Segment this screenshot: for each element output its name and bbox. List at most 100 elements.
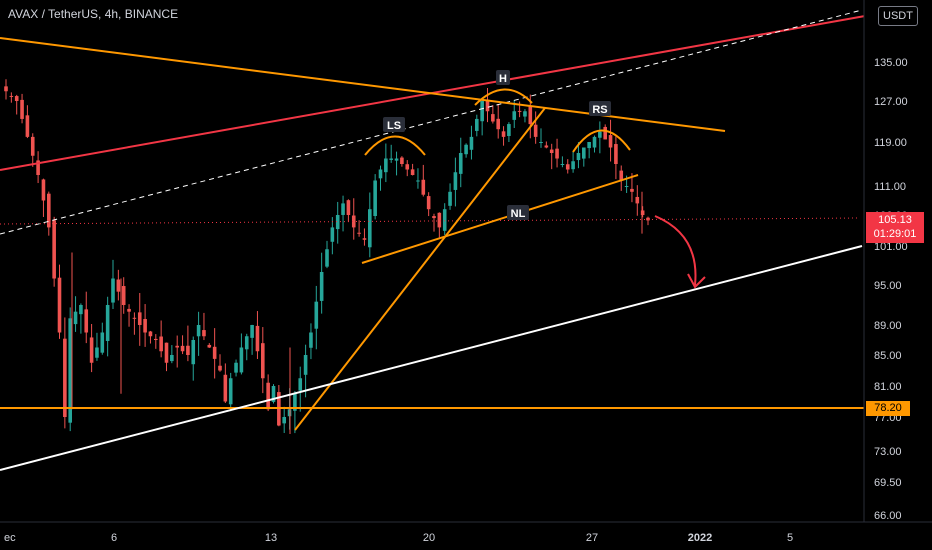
candle-body [30,136,35,156]
candle-body [223,374,228,402]
head-arc [474,88,533,106]
candle-body [389,158,393,160]
candle-body [9,95,14,97]
last-price-tag: 105.13 01:29:01 [866,212,924,243]
time-tick-label: 20 [423,532,435,544]
orange-resistance-line [0,37,726,132]
candle-body [100,332,105,353]
pattern-label-bg [589,101,611,116]
pattern-label-rs: RS [592,104,607,116]
candle-body [148,331,153,337]
candle-body [619,170,624,181]
candle-body [282,417,286,424]
candle-body [159,336,163,352]
candle-body [14,96,19,101]
white-support-line [0,245,863,471]
candle-body [640,210,645,215]
candle-body [207,344,212,348]
level-tag: 78.20 [866,401,910,416]
candle-body [480,101,484,122]
forecast-arrowhead [687,273,706,289]
price-axis-background [864,0,932,550]
candle-body [154,338,158,340]
candle-body [410,169,415,175]
candle-body [544,145,549,148]
candle-body [635,196,640,204]
candle-body [41,179,46,201]
candle-body [351,215,356,228]
candle-body [84,309,89,333]
candle-body [325,249,329,267]
candle-body [378,169,383,179]
time-tick-label: 6 [111,532,117,544]
candle-body [475,118,479,131]
candle-body [121,286,126,305]
candle-body [244,336,249,350]
price-tick-label: 73.00 [874,446,902,458]
pattern-label-h: H [499,73,507,85]
orange-support-trendline [294,107,546,431]
price-tick-label: 95.00 [874,280,902,292]
candle-body [512,111,517,120]
candle-body [528,105,533,125]
pattern-label-nl: NL [511,208,526,220]
chart-title: AVAX / TetherUS, 4h, BINANCE [8,7,179,21]
candle-body [47,193,51,228]
candle-body [330,227,335,242]
candle-body [555,148,559,159]
candle-body [261,343,265,379]
candle-body [319,272,324,301]
candle-body [608,135,613,148]
time-tick-label: 5 [787,532,793,544]
candle-body [416,180,420,182]
candle-body [132,317,137,319]
time-tick-label: 27 [586,532,598,544]
currency-button[interactable]: USDT [878,6,918,26]
candle-body [250,325,254,338]
candle-body [186,345,190,355]
price-tick-label: 127.00 [874,96,908,108]
candle-body [164,342,169,363]
candle-body [587,142,591,149]
candle-body [437,212,442,228]
candle-body [400,157,404,164]
drawings-layer: LS H RS NL [0,9,866,471]
candle-body [539,142,543,143]
candle-body [426,196,431,210]
candle-body [368,209,372,248]
candle-body [20,99,24,119]
candle-body [127,308,131,312]
candle-body [202,330,206,337]
candle-body [63,338,67,417]
candle-body [175,345,179,348]
candle-body [614,144,618,164]
pattern-label-ls: LS [387,120,401,132]
candle-body [582,147,586,159]
price-tick-label: 81.00 [874,381,902,393]
candle-body [496,118,500,130]
candle-body [346,200,351,215]
candle-body [362,238,367,240]
last-price-line [0,217,861,225]
neckline [361,174,639,264]
candle-body [52,220,56,279]
candle-body [25,115,30,137]
candle-body [105,305,110,341]
candle-body [384,158,388,173]
candle-body [501,131,506,137]
candle-body [228,378,233,405]
candle-body [469,136,474,150]
candle-body [394,158,399,161]
time-axis: ec 6 13 20 27 2022 5 [0,521,932,550]
candle-body [68,318,72,423]
candle-body [196,325,201,337]
candle-body [432,216,436,219]
candle-body [234,362,238,373]
candle-body [442,209,447,231]
candle-body [453,172,458,190]
candle-body [36,160,40,175]
last-price-value: 105.13 [878,214,912,226]
time-tick-label: 13 [265,532,277,544]
candle-body [116,279,121,292]
